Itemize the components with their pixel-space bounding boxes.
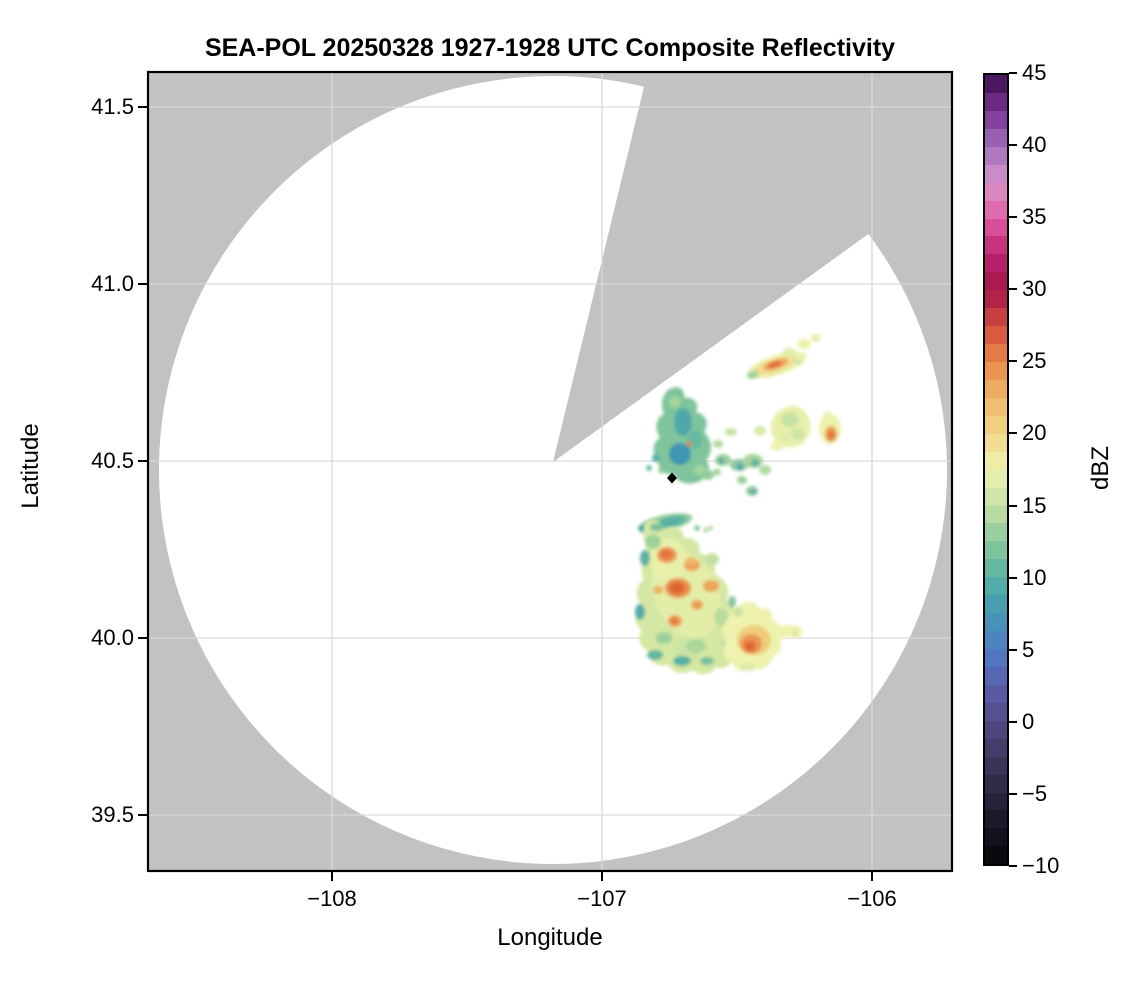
- colorbar-tick-label: 0: [1022, 708, 1035, 734]
- colorbar-tick: [1009, 504, 1017, 507]
- colorbar-band: [985, 164, 1007, 183]
- colorbar-band: [985, 75, 1007, 93]
- colorbar-tick-label: 30: [1022, 276, 1047, 302]
- colorbar-tick-label: 25: [1022, 348, 1047, 374]
- echo-region-scattered-bits: [702, 426, 771, 496]
- axis-ticks: [138, 106, 873, 881]
- colorbar-band: [985, 254, 1007, 273]
- ytick-label-40.0: 40.0: [91, 625, 134, 650]
- colorbar-band: [985, 487, 1007, 506]
- colorbar-band: [985, 110, 1007, 129]
- colorbar-band: [985, 559, 1007, 578]
- colorbar-tick: [1009, 720, 1017, 723]
- colorbar-tick: [1009, 360, 1017, 363]
- colorbar-band: [985, 613, 1007, 632]
- colorbar-tick: [1009, 865, 1017, 867]
- echo-region-main-storm: [635, 519, 740, 675]
- colorbar-band: [985, 774, 1007, 793]
- colorbar-tick-label: 15: [1022, 492, 1047, 518]
- echo-region-mid-yellow-cell: [770, 405, 811, 451]
- echo-region-se-cell: [722, 601, 803, 671]
- colorbar-band: [985, 505, 1007, 524]
- colorbar-band: [985, 182, 1007, 201]
- colorbar-band: [985, 649, 1007, 667]
- colorbar-band: [985, 756, 1007, 775]
- blocked-sector-wedge: [553, 72, 952, 462]
- colorbar-tick-label: 10: [1022, 564, 1047, 590]
- colorbar-band: [985, 290, 1007, 309]
- colorbar-band: [985, 379, 1007, 398]
- colorbar-band: [985, 828, 1007, 847]
- colorbar-band: [985, 362, 1007, 380]
- colorbar-band: [985, 433, 1007, 452]
- colorbar-tick-label: 5: [1022, 636, 1035, 662]
- colorbar-band: [985, 92, 1007, 111]
- colorbar: [983, 73, 1009, 866]
- echo-region-ne-streak: [747, 334, 821, 380]
- gridlines: [148, 72, 952, 871]
- plot-frame: [146, 70, 954, 873]
- colorbar-tick: [1009, 144, 1017, 147]
- colorbar-band: [985, 451, 1007, 470]
- colorbar-band: [985, 702, 1007, 721]
- echo-region-right-yellow-cell: [819, 412, 841, 444]
- colorbar-tick: [1009, 576, 1017, 579]
- colorbar-band: [985, 344, 1007, 362]
- colorbar-band: [985, 146, 1007, 165]
- colorbar-tick: [1009, 648, 1017, 651]
- colorbar-band: [985, 577, 1007, 596]
- colorbar-band: [985, 810, 1007, 829]
- colorbar-label: dBZ: [1087, 445, 1114, 491]
- xtick-label--106: −106: [847, 886, 897, 911]
- colorbar-band: [985, 272, 1007, 291]
- colorbar-band: [985, 846, 1007, 865]
- colorbar-band: [985, 236, 1007, 255]
- x-axis-label: Longitude: [497, 924, 603, 951]
- colorbar-band: [985, 684, 1007, 703]
- page-title: SEA-POL 20250328 1927-1928 UTC Composite…: [204, 34, 896, 62]
- echo-region-teal-cell: [646, 387, 712, 484]
- colorbar-band: [985, 415, 1007, 434]
- ytick-label-39.5: 39.5: [91, 802, 134, 827]
- colorbar-tick-label: −10: [1022, 853, 1060, 878]
- colorbar-band: [985, 666, 1007, 685]
- colorbar-tick: [1009, 216, 1017, 219]
- colorbar-tick: [1009, 72, 1017, 74]
- ytick-label-40.5: 40.5: [91, 448, 134, 473]
- colorbar-tick-label: −5: [1022, 780, 1048, 806]
- colorbar-band: [985, 631, 1007, 649]
- xtick-label--108: −108: [307, 886, 357, 911]
- colorbar-band: [985, 469, 1007, 488]
- radar-plot: [138, 70, 954, 881]
- colorbar-band: [985, 326, 1007, 345]
- colorbar-tick-label: 45: [1022, 60, 1047, 85]
- colorbar-band: [985, 792, 1007, 811]
- colorbar-band: [985, 308, 1007, 327]
- colorbar-tick-label: 40: [1022, 132, 1047, 158]
- ytick-label-41.5: 41.5: [91, 94, 134, 119]
- ytick-label-41.0: 41.0: [91, 271, 134, 296]
- colorbar-band: [985, 720, 1007, 739]
- colorbar-band: [985, 128, 1007, 147]
- colorbar-band: [985, 738, 1007, 757]
- colorbar-tick-label: 20: [1022, 420, 1047, 446]
- site-marker-diamond: [667, 472, 677, 484]
- colorbar-band: [985, 218, 1007, 237]
- colorbar-band: [985, 595, 1007, 614]
- colorbar-band: [985, 541, 1007, 560]
- y-axis-label: Latitude: [17, 423, 44, 509]
- xtick-label--107: −107: [577, 886, 627, 911]
- colorbar-tick-label: 35: [1022, 204, 1047, 230]
- colorbar-band: [985, 200, 1007, 219]
- colorbar-tick: [1009, 792, 1017, 795]
- colorbar-tick: [1009, 288, 1017, 291]
- colorbar-tick: [1009, 432, 1017, 435]
- colorbar-band: [985, 397, 1007, 416]
- colorbar-band: [985, 523, 1007, 542]
